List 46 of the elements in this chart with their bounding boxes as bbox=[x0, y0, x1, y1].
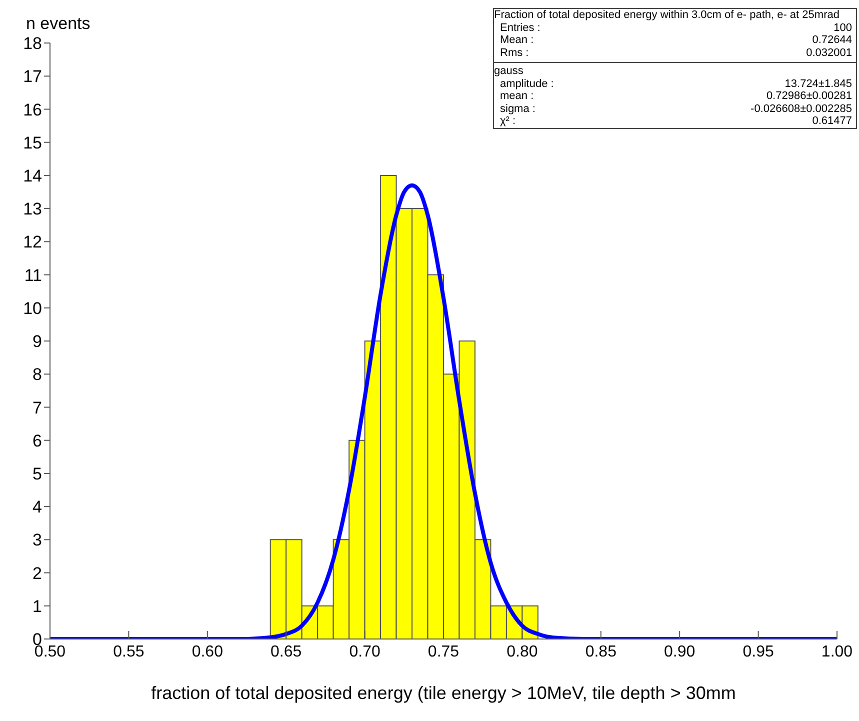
x-tick-label: 0.90 bbox=[664, 643, 696, 660]
x-tick-label: 0.95 bbox=[742, 643, 774, 660]
x-tick-label: 1.00 bbox=[821, 643, 853, 660]
annotation: 13.724±1.845 bbox=[784, 78, 852, 90]
y-tick-label: 13 bbox=[23, 200, 42, 219]
annotation: 0.61477 bbox=[812, 115, 852, 128]
x-tick-label: 0.60 bbox=[192, 643, 224, 660]
y-tick-label: 10 bbox=[23, 298, 42, 318]
y-tick-label: 12 bbox=[23, 232, 42, 252]
y-tick-label: 7 bbox=[32, 398, 42, 418]
x-tick-label: 0.65 bbox=[270, 643, 302, 660]
x-tick-label: 0.75 bbox=[428, 643, 460, 660]
annotation: 0.72986±0.00281 bbox=[766, 90, 852, 102]
annotation: 0.032001 bbox=[806, 46, 852, 59]
y-tick-label: 4 bbox=[32, 498, 42, 517]
y-tick-label: 2 bbox=[32, 564, 42, 583]
y-tick-label: 16 bbox=[23, 100, 42, 120]
y-tick-label: 6 bbox=[32, 431, 42, 450]
annotation: Mean : bbox=[500, 34, 534, 46]
annotation: χ² : bbox=[500, 115, 516, 128]
y-tick-label: 9 bbox=[32, 332, 42, 352]
y-tick-label: 14 bbox=[23, 166, 42, 186]
y-tick-label: 3 bbox=[32, 530, 42, 550]
y-tick-label: 1 bbox=[32, 596, 42, 616]
annotation: sigma : bbox=[500, 102, 536, 115]
annotation: Rms : bbox=[500, 46, 529, 59]
annotation: mean : bbox=[500, 90, 534, 102]
text: 100 bbox=[834, 22, 852, 34]
y-tick-label: 8 bbox=[32, 365, 42, 384]
x-tick-label: 0.85 bbox=[585, 643, 617, 660]
y-tick-label: 17 bbox=[23, 67, 42, 86]
annotation: -0.026608±0.002285 bbox=[750, 102, 852, 115]
x-tick-label: 0.70 bbox=[349, 643, 380, 660]
y-tick-label: 11 bbox=[24, 266, 42, 285]
annotation: amplitude : bbox=[500, 78, 554, 90]
annotation: gauss bbox=[494, 65, 524, 78]
x-tick-label: 0.80 bbox=[506, 643, 538, 660]
text: Fraction of total deposited energy within 3.0cm of e- path, e- at 25mrad bbox=[494, 9, 840, 22]
x-axis-title: fraction of total deposited energy (tile energy > 10MeV, tile depth > 30mm bbox=[151, 683, 736, 703]
y-tick-label: 18 bbox=[23, 34, 42, 54]
x-tick-label: 0.55 bbox=[113, 643, 144, 660]
annotation: 0.72644 bbox=[812, 34, 852, 46]
y-axis-title: n events bbox=[26, 14, 90, 34]
y-tick-label: 15 bbox=[23, 133, 42, 152]
y-tick-label: 5 bbox=[32, 464, 42, 484]
text: Entries : bbox=[500, 22, 540, 34]
